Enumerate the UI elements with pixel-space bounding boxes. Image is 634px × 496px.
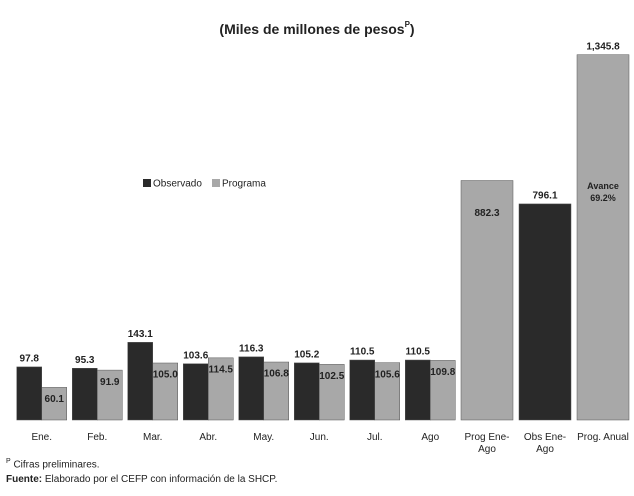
bar [460, 180, 514, 421]
x-tick-label: Ene. [31, 432, 53, 443]
annotation-value: 69.2% [590, 193, 616, 203]
value-label: 60.1 [45, 394, 65, 405]
bar [430, 360, 456, 421]
bar [319, 364, 345, 421]
x-tick-label: Jul. [366, 432, 383, 443]
bar [238, 356, 264, 421]
value-label: 105.6 [375, 369, 400, 380]
value-label: 882.3 [474, 208, 499, 219]
x-tick-label: Ago [421, 432, 440, 443]
bar [349, 359, 375, 421]
bar [152, 362, 178, 421]
value-label: 91.9 [100, 377, 120, 388]
legend-swatch [212, 179, 220, 187]
value-label: 106.8 [264, 369, 289, 380]
source: Fuente: Elaborado por el CEFP con inform… [6, 474, 277, 485]
title-text: ) [410, 21, 415, 37]
value-label: 105.2 [294, 350, 319, 361]
value-label: 105.0 [153, 370, 178, 381]
footnote-mark: P [6, 458, 11, 465]
x-tick-label: Abr. [199, 432, 218, 443]
bar [263, 361, 289, 421]
source-text: Elaborado por el CEFP con información de… [44, 474, 278, 485]
bar [374, 362, 400, 421]
bar [41, 387, 67, 421]
chart-title: (Miles de millones de pesosP) [219, 20, 414, 37]
bar [405, 359, 431, 421]
value-label: 116.3 [239, 344, 264, 355]
legend-swatch [143, 179, 151, 187]
bar [183, 363, 209, 421]
value-label: 95.3 [75, 355, 95, 366]
x-tick-label: Obs Ene-Ago [523, 432, 567, 455]
value-label: 109.8 [430, 367, 455, 378]
value-label: 110.5 [350, 347, 375, 358]
source-label: Fuente: [6, 474, 43, 485]
value-label: 796.1 [532, 191, 557, 202]
bar [127, 342, 153, 421]
x-tick-label: Feb. [87, 432, 108, 443]
value-label: 97.8 [20, 354, 40, 365]
value-label: 103.6 [183, 350, 208, 361]
footnote-text: Cifras preliminares. [13, 459, 100, 471]
x-tick-label: Prog. Anual [577, 432, 629, 443]
value-label: 110.5 [406, 347, 431, 358]
annotation-label: Avance [587, 181, 619, 191]
bar [16, 366, 42, 421]
legend-label: Observado [153, 179, 202, 190]
value-label: 143.1 [128, 329, 153, 340]
value-label: 1,345.8 [586, 41, 620, 52]
value-label: 102.5 [319, 371, 344, 382]
value-label: 114.5 [209, 364, 234, 375]
bar [294, 362, 320, 421]
title-superscript: P [405, 20, 411, 29]
x-tick-label: Jun. [309, 432, 329, 443]
bar [518, 203, 572, 421]
bar [72, 368, 98, 421]
title-text: (Miles de millones de pesos [219, 21, 404, 37]
bar [208, 357, 234, 421]
legend-label: Programa [222, 179, 266, 190]
bar [576, 54, 630, 421]
bar [97, 369, 123, 421]
footnote: P Cifras preliminares. [6, 458, 100, 470]
x-tick-label: Prog Ene-Ago [464, 432, 510, 455]
x-tick-label: Mar. [143, 432, 163, 443]
x-tick-label: May. [253, 432, 275, 443]
